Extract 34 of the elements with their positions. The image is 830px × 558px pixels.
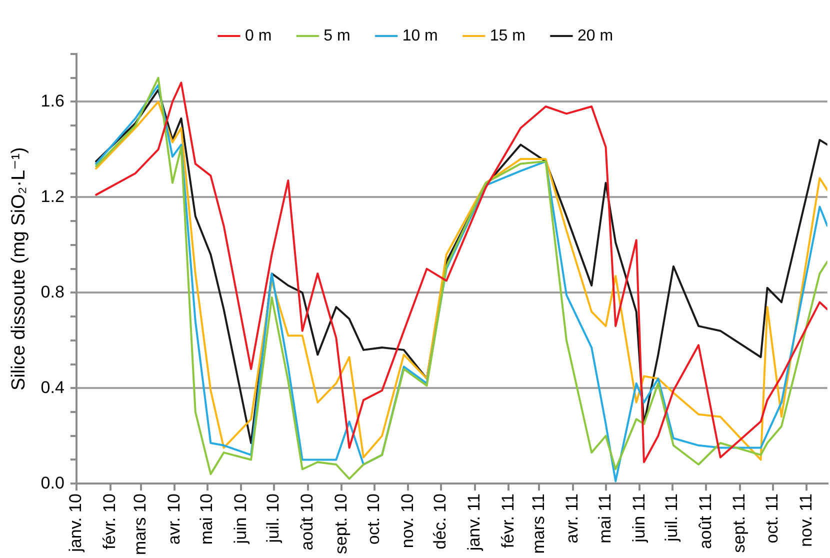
- y-axis-title: Silice dissoute (mg SiO₂·L⁻¹): [8, 147, 30, 390]
- x-tick-label: avr. 10: [164, 494, 184, 545]
- x-tick-label: févr. 10: [100, 494, 119, 550]
- legend-label: 10 m: [402, 27, 438, 44]
- x-tick-label: mai 10: [197, 494, 216, 545]
- x-tick-label: juin 11: [629, 494, 648, 544]
- x-tick-label: août 10: [298, 494, 317, 550]
- x-tick-label: juin 10: [230, 494, 250, 545]
- legend-label: 0 m: [244, 27, 272, 44]
- x-tick-label: juil. 11: [662, 494, 682, 542]
- y-tick-label: 0.4: [40, 378, 64, 397]
- x-tick-label: nov. 10: [398, 494, 417, 548]
- x-tick-label: avr. 11: [562, 494, 582, 544]
- legend-label: 15 m: [490, 27, 526, 44]
- x-tick-label: nov. 11: [796, 494, 816, 547]
- x-tick-label: mars 10: [130, 494, 150, 556]
- x-tick-label: sept. 10: [331, 494, 350, 554]
- x-tick-label: juil. 10: [264, 494, 283, 544]
- x-tick-label: janv. 10: [66, 494, 86, 553]
- x-tick-label: mars 11: [528, 494, 548, 554]
- y-tick-label: 0.0: [40, 473, 64, 492]
- x-tick-label: mai 11: [595, 494, 614, 544]
- x-tick-label: févr. 11: [498, 494, 518, 548]
- x-tick-label: oct. 10: [364, 494, 384, 545]
- y-tick-label: 0.8: [40, 282, 64, 302]
- x-tick-label: août 11: [696, 494, 715, 550]
- y-tick-label: 1.6: [40, 91, 64, 110]
- legend-label: 5 m: [324, 27, 350, 44]
- x-tick-label: déc. 10: [430, 494, 450, 550]
- x-tick-label: janv. 11: [464, 494, 484, 552]
- y-tick-label: 1.2: [40, 186, 64, 206]
- legend-label: 20 m: [577, 27, 614, 44]
- x-tick-label: oct. 11: [762, 494, 782, 544]
- x-tick-label: sept. 11: [730, 494, 749, 553]
